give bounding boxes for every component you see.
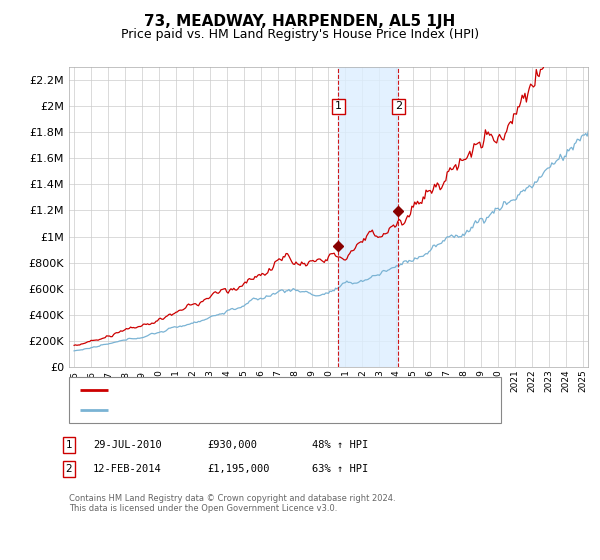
Text: 48% ↑ HPI: 48% ↑ HPI (312, 440, 368, 450)
Text: Contains HM Land Registry data © Crown copyright and database right 2024.
This d: Contains HM Land Registry data © Crown c… (69, 494, 395, 514)
Text: £1,195,000: £1,195,000 (207, 464, 269, 474)
Text: 2: 2 (395, 101, 402, 111)
Text: £930,000: £930,000 (207, 440, 257, 450)
Text: 73, MEADWAY, HARPENDEN, AL5 1JH (detached house): 73, MEADWAY, HARPENDEN, AL5 1JH (detache… (112, 385, 398, 395)
Bar (338, 67, 398, 367)
Text: 12-FEB-2014: 12-FEB-2014 (93, 464, 162, 474)
Text: 73, MEADWAY, HARPENDEN, AL5 1JH: 73, MEADWAY, HARPENDEN, AL5 1JH (145, 14, 455, 29)
Text: Price paid vs. HM Land Registry's House Price Index (HPI): Price paid vs. HM Land Registry's House … (121, 28, 479, 41)
Text: 29-JUL-2010: 29-JUL-2010 (93, 440, 162, 450)
Text: 2: 2 (65, 464, 73, 474)
Text: 1: 1 (65, 440, 73, 450)
Text: 1: 1 (335, 101, 342, 111)
Text: 63% ↑ HPI: 63% ↑ HPI (312, 464, 368, 474)
Text: HPI: Average price, detached house, St Albans: HPI: Average price, detached house, St A… (112, 405, 355, 415)
